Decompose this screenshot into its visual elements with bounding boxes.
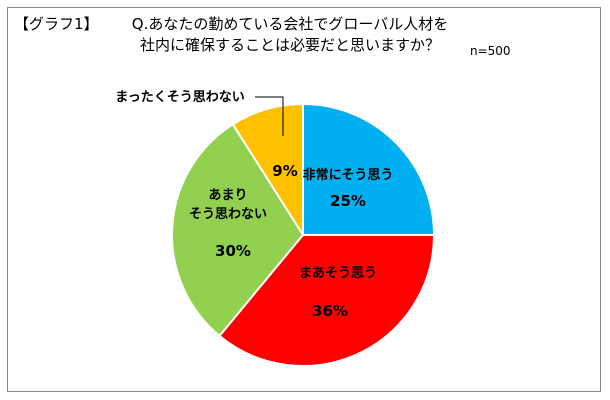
value-label: 25% bbox=[330, 192, 366, 210]
category-label: まったくそう思わない bbox=[115, 90, 245, 105]
category-label: まあそう思う bbox=[298, 266, 377, 281]
pie-slice bbox=[302, 102, 436, 236]
chart-title: Q.あなたの勤めている会社でグローバル人材を 社内に確保することは必要だと思いま… bbox=[131, 15, 449, 54]
chart-label: 【グラフ1】 bbox=[14, 15, 99, 33]
category-label: あまり そう思わない bbox=[188, 188, 267, 222]
category-label: 非常にそう思う bbox=[302, 168, 394, 183]
value-label: 30% bbox=[215, 242, 251, 260]
pie-slice bbox=[171, 123, 305, 338]
leader-line bbox=[255, 96, 284, 136]
value-label: 9% bbox=[272, 162, 298, 180]
value-label: 36% bbox=[312, 302, 348, 320]
sample-size: n=500 bbox=[470, 44, 511, 58]
chart-frame bbox=[7, 7, 601, 392]
pie-slice bbox=[218, 234, 436, 367]
